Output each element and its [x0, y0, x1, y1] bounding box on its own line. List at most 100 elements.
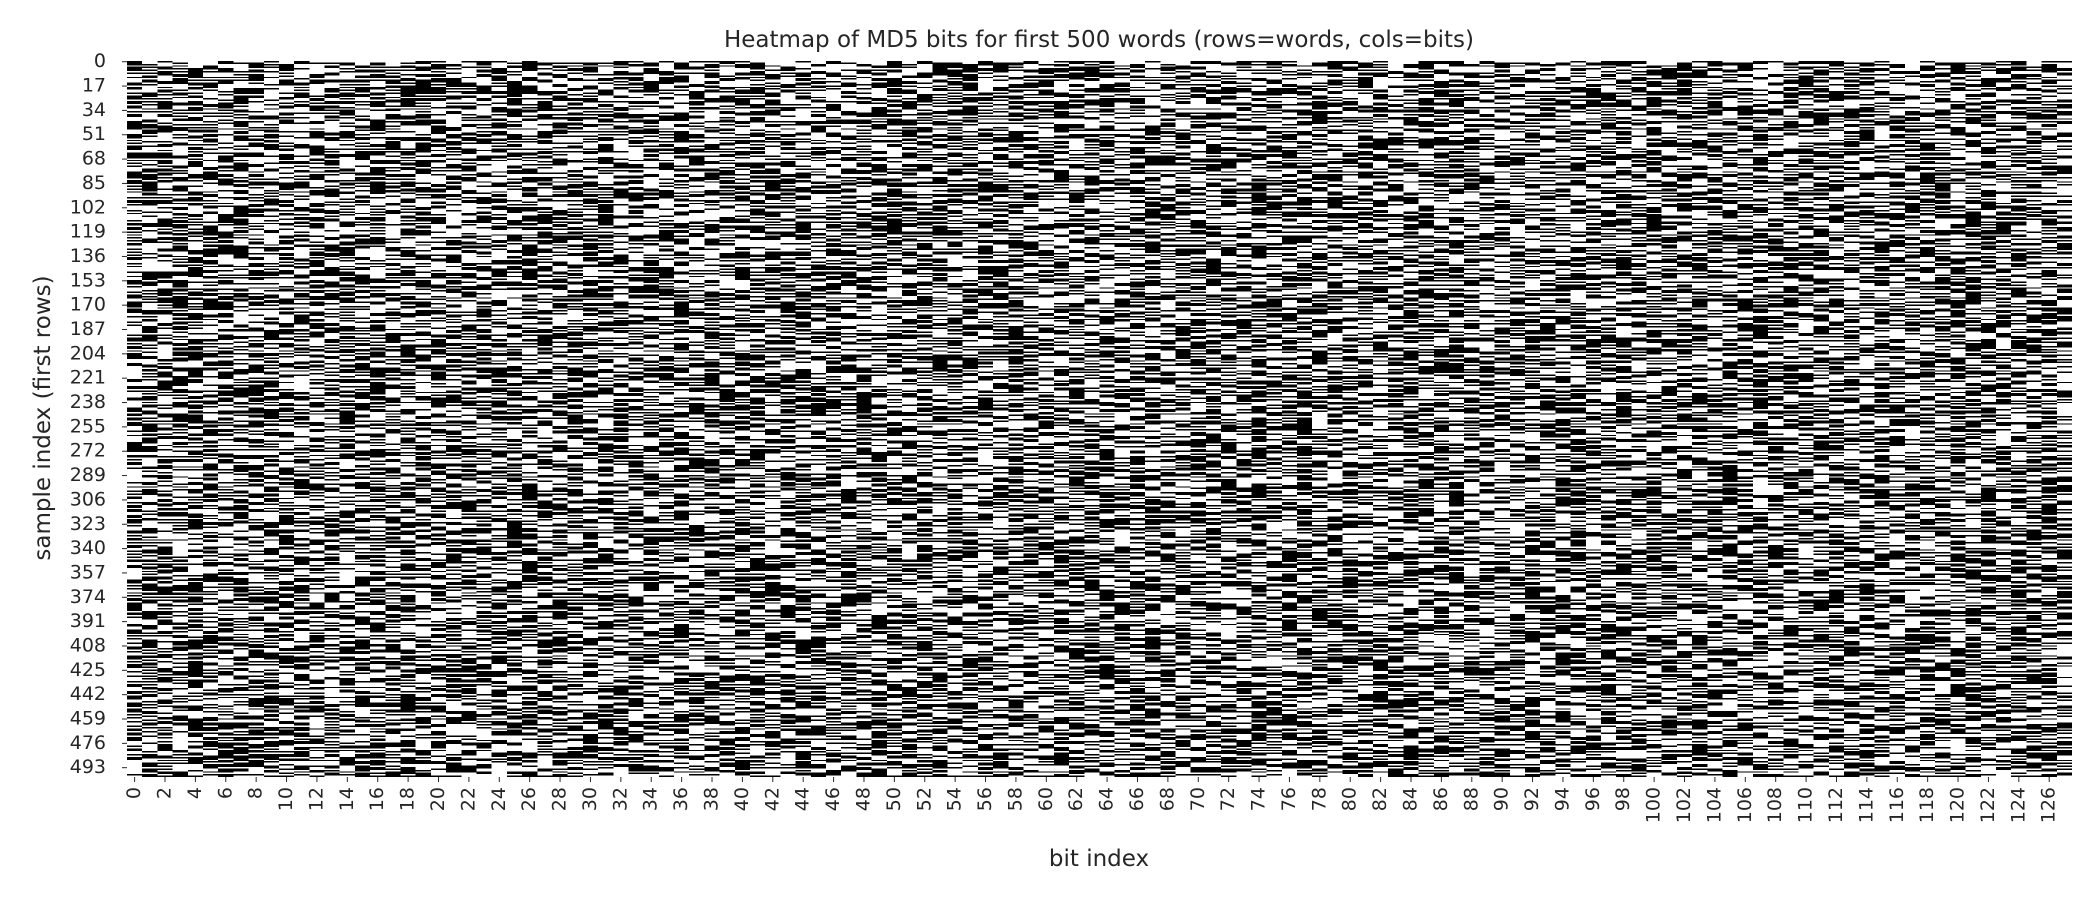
- y-tick-label: 204: [70, 342, 106, 364]
- x-tick-label: 20: [427, 787, 449, 811]
- x-tick-label: 8: [245, 787, 267, 799]
- x-axis-label: bit index: [1049, 846, 1149, 872]
- x-tick-label: 14: [336, 787, 358, 811]
- x-tick-label: 50: [883, 787, 905, 811]
- y-tick-label: 153: [70, 269, 106, 291]
- x-tick-label: 30: [579, 787, 601, 811]
- y-tick-label: 68: [82, 148, 106, 170]
- y-tick-label: 340: [70, 537, 106, 559]
- x-tick-label: 86: [1430, 787, 1452, 811]
- x-tick-label: 74: [1248, 787, 1270, 811]
- x-tick-label: 26: [518, 787, 540, 811]
- x-tick-label: 126: [2038, 787, 2060, 823]
- x-tick-label: 82: [1369, 787, 1391, 811]
- x-tick-label: 24: [488, 787, 510, 811]
- heatmap-area: [127, 61, 2072, 777]
- y-axis-label: sample index (first rows): [30, 275, 56, 560]
- chart-title: Heatmap of MD5 bits for first 500 words …: [724, 27, 1474, 53]
- x-tick-label: 32: [609, 787, 631, 811]
- x-tick-label: 64: [1096, 787, 1118, 811]
- x-tick-label: 110: [1795, 787, 1817, 823]
- x-tick-label: 100: [1643, 787, 1665, 823]
- x-tick-label: 80: [1339, 787, 1361, 811]
- x-tick-label: 10: [275, 787, 297, 811]
- x-tick-label: 34: [640, 787, 662, 811]
- heatmap-cells: [127, 61, 2072, 777]
- x-tick-label: 90: [1491, 787, 1513, 811]
- y-tick-label: 85: [82, 172, 106, 194]
- x-tick-label: 38: [701, 787, 723, 811]
- x-tick-label: 88: [1460, 787, 1482, 811]
- y-tick-label: 17: [82, 75, 106, 97]
- x-tick-label: 70: [1187, 787, 1209, 811]
- y-tick-label: 493: [70, 756, 106, 778]
- x-tick-label: 12: [305, 787, 327, 811]
- x-tick-label: 40: [731, 787, 753, 811]
- x-tick-label: 122: [1977, 787, 1999, 823]
- x-tick-label: 108: [1764, 787, 1786, 823]
- x-tick-label: 98: [1612, 787, 1634, 811]
- y-tick-label: 255: [70, 415, 106, 437]
- x-tick-label: 96: [1582, 787, 1604, 811]
- y-tick-label: 289: [70, 464, 106, 486]
- y-tick-label: 306: [70, 488, 106, 510]
- x-tick-label: 112: [1825, 787, 1847, 823]
- x-tick-label: 76: [1278, 787, 1300, 811]
- x-tick-label: 58: [1004, 787, 1026, 811]
- x-tick-label: 94: [1551, 787, 1573, 811]
- x-tick-label: 84: [1400, 787, 1422, 811]
- x-tick-label: 106: [1734, 787, 1756, 823]
- x-tick-label: 4: [184, 787, 206, 799]
- x-tick-label: 2: [153, 787, 175, 799]
- y-tick-label: 476: [70, 732, 106, 754]
- x-tick-label: 48: [852, 787, 874, 811]
- y-tick-label: 34: [82, 99, 106, 121]
- x-tick-label: 78: [1308, 787, 1330, 811]
- x-tick-label: 46: [822, 787, 844, 811]
- x-tick-label: 60: [1035, 787, 1057, 811]
- x-tick-label: 56: [974, 787, 996, 811]
- y-tick-label: 119: [70, 221, 106, 243]
- x-tick-label: 124: [2007, 787, 2029, 823]
- x-tick-label: 44: [792, 787, 814, 811]
- x-tick-label: 36: [670, 787, 692, 811]
- x-tick-label: 62: [1065, 787, 1087, 811]
- x-tick-label: 22: [457, 787, 479, 811]
- y-tick-label: 187: [70, 318, 106, 340]
- x-tick-label: 72: [1217, 787, 1239, 811]
- x-tick-label: 120: [1947, 787, 1969, 823]
- x-tick-label: 16: [366, 787, 388, 811]
- x-tick-label: 118: [1916, 787, 1938, 823]
- x-tick-label: 54: [944, 787, 966, 811]
- x-tick-label: 0: [123, 787, 145, 799]
- x-tick-label: 42: [761, 787, 783, 811]
- y-tick-label: 272: [70, 440, 106, 462]
- y-tick-label: 425: [70, 659, 106, 681]
- y-tick-label: 221: [70, 367, 106, 389]
- y-tick-label: 408: [70, 634, 106, 656]
- y-tick-label: 442: [70, 683, 106, 705]
- y-tick-label: 391: [70, 610, 106, 632]
- y-tick-label: 136: [70, 245, 106, 267]
- y-tick-label: 170: [70, 294, 106, 316]
- y-tick-label: 102: [70, 196, 106, 218]
- x-tick-label: 116: [1886, 787, 1908, 823]
- y-tick-label: 0: [94, 50, 106, 72]
- x-tick-label: 28: [549, 787, 571, 811]
- x-axis-ticks: 0 2 4 6 8 10 12 14 16 18 20 22 24 26 28 30 32 34 36 38 40 42 4…: [123, 777, 2060, 823]
- x-tick-label: 102: [1673, 787, 1695, 823]
- x-tick-label: 92: [1521, 787, 1543, 811]
- y-tick-label: 374: [70, 586, 106, 608]
- x-tick-label: 104: [1703, 787, 1725, 823]
- y-tick-label: 238: [70, 391, 106, 413]
- x-tick-label: 18: [397, 787, 419, 811]
- y-tick-label: 357: [70, 561, 106, 583]
- x-tick-label: 114: [1855, 787, 1877, 823]
- x-tick-label: 68: [1156, 787, 1178, 811]
- x-tick-label: 6: [214, 787, 236, 799]
- x-tick-label: 66: [1126, 787, 1148, 811]
- x-tick-label: 52: [913, 787, 935, 811]
- y-tick-label: 459: [70, 708, 106, 730]
